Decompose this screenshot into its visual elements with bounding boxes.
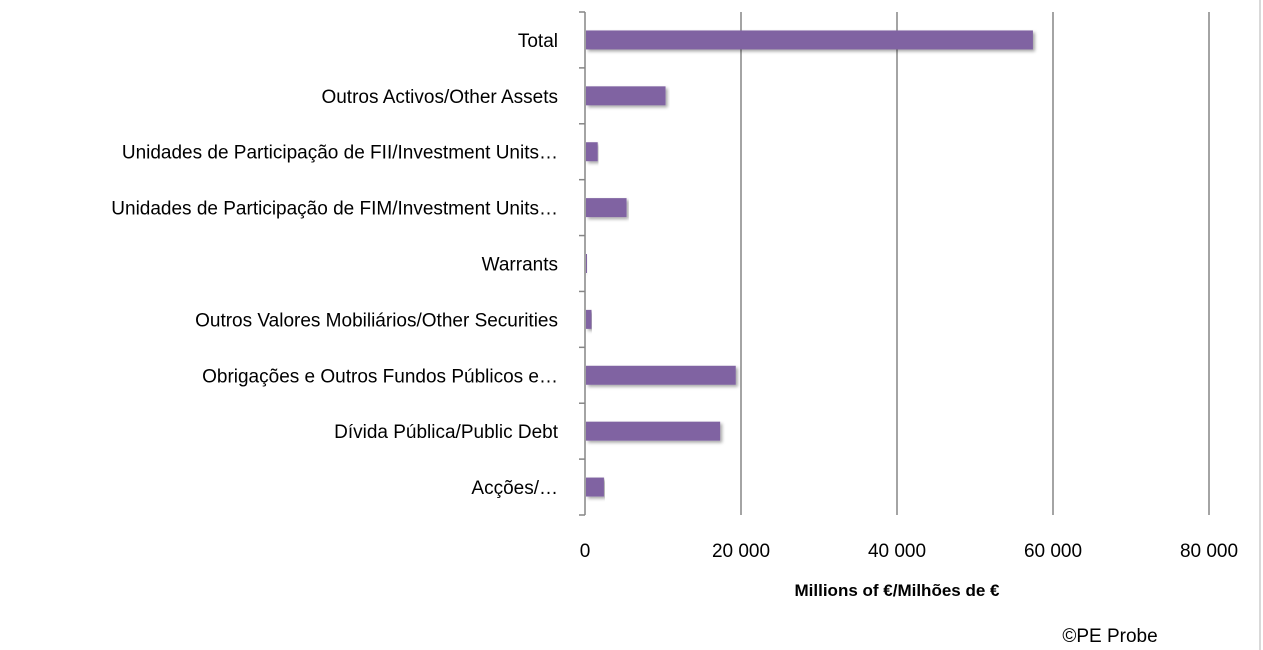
right-border xyxy=(1259,0,1261,650)
x-axis-title: Millions of €/Milhões de € xyxy=(795,581,1001,600)
category-label: Warrants xyxy=(482,255,558,276)
category-label: Obrigações e Outros Fundos Públicos e… xyxy=(202,366,558,387)
category-label: Unidades de Participação de FII/Investme… xyxy=(122,143,558,164)
category-label: Acções/… xyxy=(471,478,558,499)
bar xyxy=(586,142,598,162)
x-tick-label: 40 000 xyxy=(868,541,926,562)
x-tick-label: 80 000 xyxy=(1180,541,1238,562)
x-tick-label: 60 000 xyxy=(1024,541,1082,562)
bars xyxy=(586,30,1033,497)
bar xyxy=(586,198,627,218)
category-axis xyxy=(579,11,586,516)
bar xyxy=(586,30,1033,50)
category-labels: Total Outros Activos/Other Assets Unidades… xyxy=(111,31,558,499)
x-tick-label: 0 xyxy=(580,541,591,562)
bar xyxy=(586,421,721,441)
category-label: Unidades de Participação de FIM/Investme… xyxy=(111,199,558,220)
bar xyxy=(586,254,587,273)
category-label: Outros Activos/Other Assets xyxy=(321,87,558,108)
category-label: Outros Valores Mobiliários/Other Securit… xyxy=(195,310,558,331)
grid-lines xyxy=(740,12,1210,515)
x-tick-label: 20 000 xyxy=(712,541,770,562)
bar xyxy=(586,365,736,385)
category-label: Total xyxy=(518,31,558,52)
bar xyxy=(586,477,604,497)
category-label: Dívida Pública/Public Debt xyxy=(334,422,559,443)
bar xyxy=(586,86,666,106)
copyright-credit: ©PE Probe xyxy=(1062,626,1157,647)
x-tick-labels: 0 20 000 40 000 60 000 80 000 xyxy=(580,541,1238,562)
bar xyxy=(586,309,592,329)
